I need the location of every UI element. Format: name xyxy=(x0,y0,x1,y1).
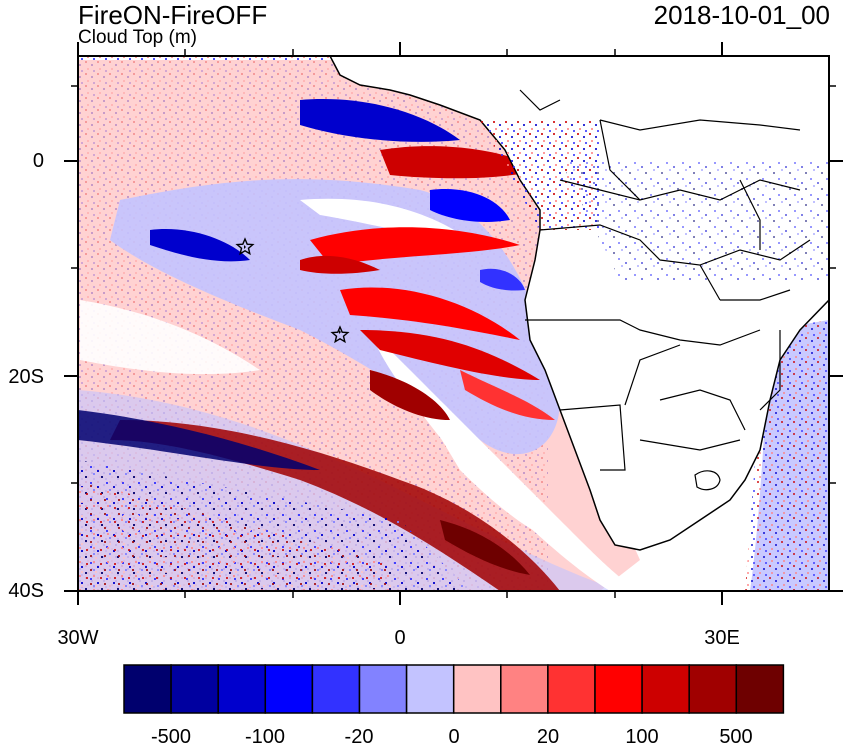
star-icon xyxy=(235,237,255,256)
colorbar-swatch xyxy=(264,664,314,714)
axis-ticks xyxy=(64,42,843,605)
blue-patch-central xyxy=(430,189,510,222)
colorbar-swatch xyxy=(594,664,643,714)
colorbar-swatch xyxy=(500,664,549,714)
colorbar-swatch xyxy=(452,664,502,714)
red-streak-6 xyxy=(460,370,555,420)
clear-sky-west xyxy=(80,300,260,375)
darkred-patch xyxy=(370,370,450,420)
lon-label-30e: 30E xyxy=(704,627,740,649)
country-borders xyxy=(519,89,811,471)
colorbar-label: -500 xyxy=(150,726,192,748)
timestamp-label: 2018-10-01_00 xyxy=(653,0,830,30)
blue-patch-coast xyxy=(480,268,525,291)
inland-speckle xyxy=(560,160,829,280)
chart-title: FireON-FireOFF xyxy=(78,0,268,30)
colorbar-swatch xyxy=(547,664,596,714)
star-marker-ascension xyxy=(235,237,255,256)
blue-patch-north xyxy=(300,99,460,142)
plot-frame xyxy=(77,55,830,592)
red-streak-3 xyxy=(360,330,540,380)
lat-label-0: 0 xyxy=(32,150,44,172)
colorbar-label: 0 xyxy=(448,726,460,748)
colorbar-swatch xyxy=(735,664,785,714)
colorbar-label: 500 xyxy=(719,726,753,748)
colorbar-swatch xyxy=(311,664,361,714)
colorbar-swatch xyxy=(358,664,408,714)
red-streak-4 xyxy=(300,255,380,274)
gulf-speckle xyxy=(480,120,600,230)
red-streak-2 xyxy=(340,287,520,340)
island-st-helena xyxy=(339,330,341,334)
lat-label-40s: 40S xyxy=(8,580,44,602)
colorbar-swatch xyxy=(641,664,690,714)
red-speckle-sw xyxy=(78,480,400,591)
blue-patch-band xyxy=(78,410,320,470)
star-icon xyxy=(330,325,350,344)
darkred-band xyxy=(110,420,560,591)
colorbar-swatch xyxy=(170,664,219,714)
blue-patch-west xyxy=(150,229,250,262)
chart-subtitle: Cloud Top (m) xyxy=(78,27,197,48)
colorbar-swatch xyxy=(688,664,738,714)
colorbar-swatch xyxy=(123,664,172,714)
lon-label-30w: 30W xyxy=(57,627,99,649)
island-ascension xyxy=(244,245,246,249)
darkred-patch-south xyxy=(440,520,530,575)
minor-ticks xyxy=(71,49,836,598)
colorbar-label: -20 xyxy=(344,726,374,748)
colorbar-label: 100 xyxy=(625,726,659,748)
red-streak-1 xyxy=(310,227,520,265)
colorbar-label: 20 xyxy=(536,726,560,748)
star-marker-st-helena xyxy=(330,325,350,344)
lat-label-20s: 20S xyxy=(8,366,44,388)
colorbar-swatch xyxy=(217,664,267,714)
colorbar-label: -100 xyxy=(244,726,286,748)
lon-label-0: 0 xyxy=(394,627,406,649)
clear-sky-south xyxy=(430,420,560,540)
lesotho-outline xyxy=(694,470,721,491)
colorbar-swatch xyxy=(405,664,455,714)
